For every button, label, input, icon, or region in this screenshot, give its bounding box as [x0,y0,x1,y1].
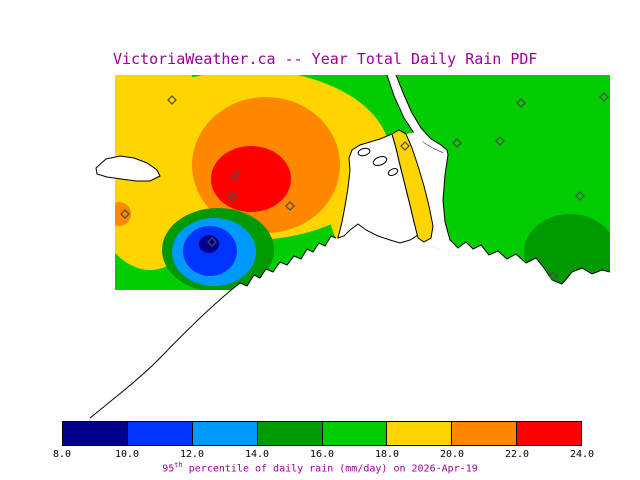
station-marker [285,201,295,211]
colorbar-segment [387,422,453,445]
caption: 95th percentile of daily rain (mm/day) o… [0,461,640,474]
colorbar-tick-label: 12.0 [179,449,205,460]
station-marker [599,92,609,102]
station-marker [120,209,130,219]
island-1 [357,147,371,157]
station-marker [228,192,238,202]
water-strait [230,224,610,316]
colorbar-tick-label: 24.0 [569,449,595,460]
colorbar-tick-label: 8.0 [52,449,72,460]
colorbar-tick-label: 10.0 [114,449,140,460]
station-marker [231,171,241,181]
station-marker [548,271,558,281]
caption-rest: percentile of daily rain (mm/day) on 202… [182,463,478,475]
colorbar [62,421,582,446]
colorbar-tick-label: 22.0 [504,449,530,460]
colorbar-tick-label: 18.0 [374,449,400,460]
station-marker [575,191,585,201]
island-3 [387,168,399,176]
peninsula [391,129,434,243]
station-marker [495,136,505,146]
colorbar-segment [257,422,323,445]
water-saanich-inlet [337,133,419,244]
colorbar-segment [322,422,388,445]
station-marker [167,95,177,105]
colorbar-tick-label: 20.0 [439,449,465,460]
west-inlet [95,155,161,182]
station-marker [516,98,526,108]
colorbar-segment [452,422,518,445]
colorbar-tick-label: 16.0 [309,449,335,460]
station-marker [452,138,462,148]
coastline-east [442,149,611,285]
contour-red-maximum [211,146,291,212]
station-marker [207,237,217,247]
colorbar-segment [517,422,581,445]
caption-base: 95 [162,463,175,475]
coastline-west [89,235,337,419]
plot-title: VictoriaWeather.ca -- Year Total Daily R… [113,50,538,68]
colorbar-tick-label: 14.0 [244,449,270,460]
colorbar-segment [127,422,193,445]
colorbar-ticks: 8.0 10.0 12.0 14.0 16.0 18.0 20.0 22.0 24.0 [0,449,640,462]
caption-superscript: th [174,461,183,469]
contour-orange-west-spot [115,202,131,226]
water-channel [387,75,447,153]
colorbar-segment [63,422,128,445]
stations-layer [120,92,609,281]
station-marker [400,141,410,151]
island-2 [372,156,388,166]
contour-navy-minimum [199,235,219,253]
colorbar-segment [192,422,258,445]
coastline-channel-east [395,74,448,151]
